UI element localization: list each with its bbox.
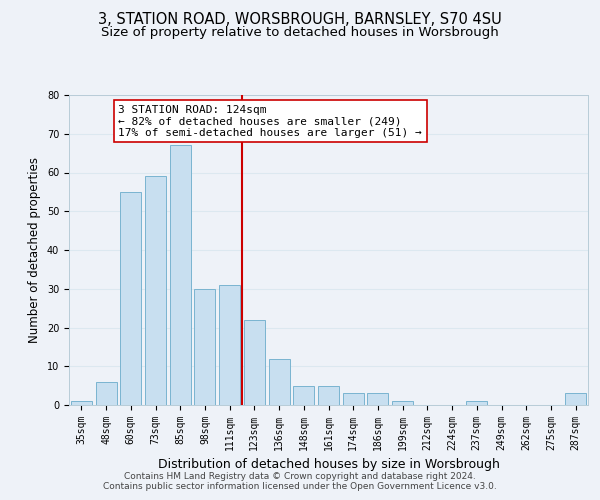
Text: Size of property relative to detached houses in Worsbrough: Size of property relative to detached ho… <box>101 26 499 39</box>
Text: 3, STATION ROAD, WORSBROUGH, BARNSLEY, S70 4SU: 3, STATION ROAD, WORSBROUGH, BARNSLEY, S… <box>98 12 502 28</box>
Bar <box>466 401 487 405</box>
Text: Contains public sector information licensed under the Open Government Licence v3: Contains public sector information licen… <box>103 482 497 491</box>
Text: Contains HM Land Registry data © Crown copyright and database right 2024.: Contains HM Land Registry data © Crown c… <box>124 472 476 481</box>
Bar <box>293 386 314 405</box>
Bar <box>565 394 586 405</box>
Y-axis label: Number of detached properties: Number of detached properties <box>28 157 41 343</box>
Bar <box>367 394 388 405</box>
Bar <box>120 192 141 405</box>
Bar <box>145 176 166 405</box>
Bar <box>170 146 191 405</box>
Bar <box>194 289 215 405</box>
Bar <box>95 382 116 405</box>
Bar <box>269 358 290 405</box>
Bar <box>71 401 92 405</box>
X-axis label: Distribution of detached houses by size in Worsbrough: Distribution of detached houses by size … <box>158 458 499 471</box>
Bar <box>219 285 240 405</box>
Bar <box>392 401 413 405</box>
Bar <box>343 394 364 405</box>
Bar <box>318 386 339 405</box>
Text: 3 STATION ROAD: 124sqm
← 82% of detached houses are smaller (249)
17% of semi-de: 3 STATION ROAD: 124sqm ← 82% of detached… <box>118 104 422 138</box>
Bar <box>244 320 265 405</box>
